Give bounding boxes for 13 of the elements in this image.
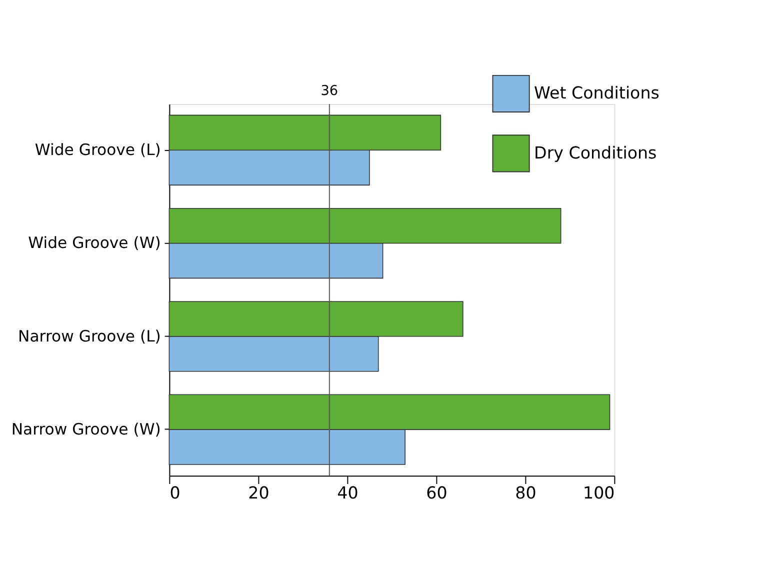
ref-line-label: 36 [320,83,338,100]
y-tick-label: Narrow Groove (L) [18,326,161,346]
y-tick-label: Wide Groove (L) [34,140,161,160]
legend-label: Dry Conditions [534,143,657,162]
x-tick-label: 80 [515,484,536,503]
x-tick-label: 20 [248,484,270,503]
y-tick-label: Narrow Groove (W) [11,419,161,438]
x-tick-label: 0 [170,484,180,503]
x-tick-label: 60 [426,484,448,503]
y-tick-label: Wide Groove (W) [28,233,161,252]
x-tick-label: 100 [583,484,615,503]
legend-label: Wet Conditions [534,84,660,103]
x-tick-label: 40 [337,484,358,503]
